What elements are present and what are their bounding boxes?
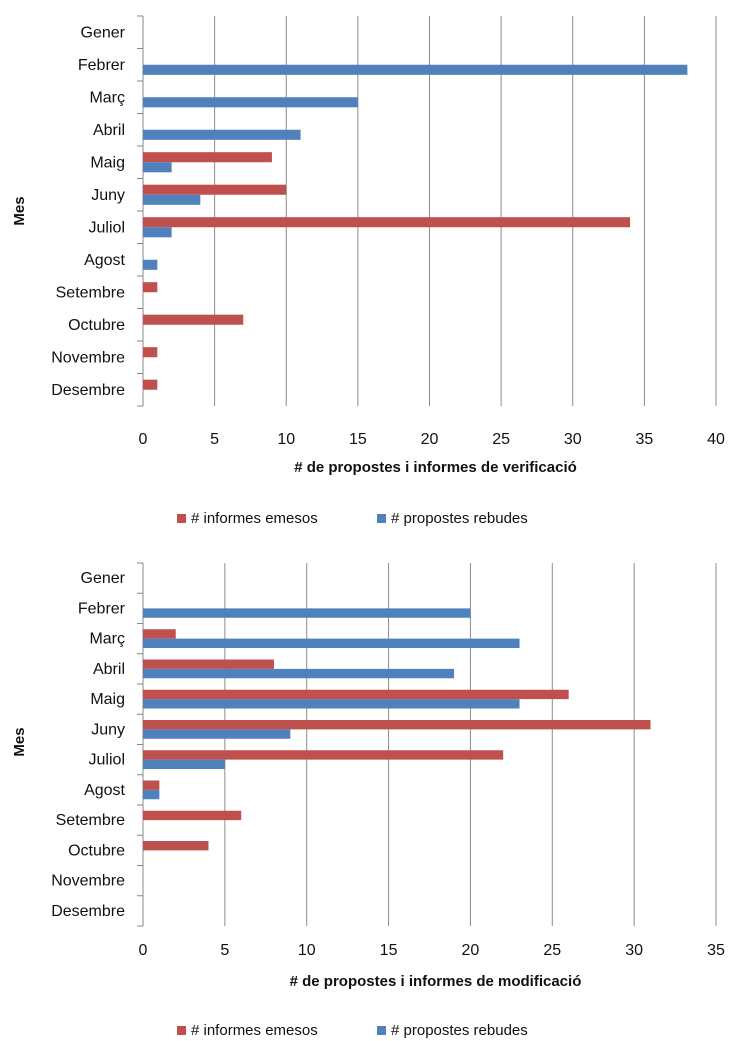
c1-bar-informes-emesos: [143, 152, 272, 163]
c1-x-tick-label: 10: [277, 431, 295, 448]
c1-x-tick-label: 30: [564, 431, 582, 448]
c2-x-tick-label: 25: [543, 942, 561, 959]
c2-legend-swatch: [377, 1026, 386, 1035]
c2-category-label: Setembre: [56, 812, 125, 829]
c1-x-tick-label: 25: [492, 431, 510, 448]
c1-x-tick-label: 5: [210, 431, 219, 448]
c1-bar-informes-emesos: [143, 217, 631, 228]
c1-category-label: Febrer: [78, 57, 126, 74]
c1-bar-propostes-rebudes: [143, 259, 158, 270]
c2-bar-informes-emesos: [143, 750, 504, 760]
c2-category-label: Juny: [91, 721, 125, 738]
c2-legend-swatch: [177, 1026, 186, 1035]
c1-bar-propostes-rebudes: [143, 129, 301, 140]
c2-x-tick-label: 35: [707, 942, 725, 959]
c2-category-label: Juliol: [89, 752, 125, 769]
c2-x-axis-title: # de propostes i informes de modificació: [290, 973, 582, 990]
c1-legend-label: # propostes rebudes: [391, 510, 528, 527]
c2-x-tick-label: 15: [380, 942, 398, 959]
c2-category-label: Novembre: [51, 873, 125, 890]
c1-bar-informes-emesos: [143, 314, 244, 325]
c2-bar-propostes-rebudes: [143, 699, 520, 709]
c2-bar-informes-emesos: [143, 659, 274, 669]
c1-category-label: Agost: [84, 252, 125, 269]
c2-x-tick-label: 5: [220, 942, 229, 959]
c2-x-tick-label: 30: [625, 942, 643, 959]
c1-bar-propostes-rebudes: [143, 64, 688, 75]
c1-bar-informes-emesos: [143, 184, 287, 195]
c1-bar-informes-emesos: [143, 282, 158, 293]
c2-category-label: Octubre: [68, 842, 125, 859]
c1-x-tick-label: 20: [421, 431, 439, 448]
c1-bar-informes-emesos: [143, 347, 158, 358]
c2-bar-informes-emesos: [143, 810, 242, 821]
c2-x-tick-label: 10: [298, 942, 316, 959]
c2-category-label: Febrer: [78, 600, 126, 617]
c1-category-label: Maig: [90, 154, 125, 171]
c2-bar-informes-emesos: [143, 840, 209, 851]
c1-legend-swatch: [377, 514, 386, 523]
c2-bar-propostes-rebudes: [143, 789, 160, 800]
c2-legend-label: # informes emesos: [191, 1022, 318, 1039]
c1-category-label: Octubre: [68, 317, 125, 334]
c2-bar-propostes-rebudes: [143, 638, 520, 649]
c2-category-label: Març: [89, 631, 125, 648]
c1-x-tick-label: 15: [349, 431, 367, 448]
c2-bar-informes-emesos: [143, 689, 569, 700]
c1-category-label: Novembre: [51, 349, 125, 366]
c1-bar-propostes-rebudes: [143, 227, 172, 238]
c2-bar-propostes-rebudes: [143, 668, 455, 679]
c2-category-label: Gener: [81, 570, 126, 587]
c1-x-tick-label: 40: [707, 431, 725, 448]
c2-bar-informes-emesos: [143, 719, 651, 730]
c1-bar-propostes-rebudes: [143, 97, 358, 108]
c1-category-label: Juny: [91, 187, 125, 204]
c1-legend-label: # informes emesos: [191, 510, 318, 527]
c1-x-tick-label: 35: [635, 431, 653, 448]
c2-bar-propostes-rebudes: [143, 759, 225, 770]
c1-category-label: Desembre: [51, 382, 125, 399]
c2-bar-propostes-rebudes: [143, 608, 471, 618]
c2-legend-label: # propostes rebudes: [391, 1022, 528, 1039]
c2-bar-informes-emesos: [143, 629, 176, 639]
c2-bar-propostes-rebudes: [143, 729, 291, 739]
c1-bar-propostes-rebudes: [143, 162, 172, 173]
c1-legend-swatch: [177, 514, 186, 523]
c1-category-label: Gener: [81, 24, 126, 41]
c1-x-axis-title: # de propostes i informes de verificació: [294, 459, 577, 476]
verification-chart: 0 5 10 15 20 25 30 35 40 Gener Febrer Març Abril Maig…: [11, 15, 725, 527]
c2-category-label: Agost: [84, 782, 125, 799]
c1-x-tick-label: 0: [139, 431, 148, 448]
c2-category-label: Abril: [93, 661, 125, 678]
c2-bar-informes-emesos: [143, 780, 160, 790]
c2-x-tick-label: 0: [139, 942, 148, 959]
c1-bar-propostes-rebudes: [143, 194, 201, 205]
c1-category-label: Juliol: [89, 219, 125, 236]
c2-category-label: Maig: [90, 691, 125, 708]
c2-x-tick-label: 20: [462, 942, 480, 959]
c1-category-label: Setembre: [56, 284, 125, 301]
c1-category-label: Març: [89, 89, 125, 106]
c2-category-label: Desembre: [51, 903, 125, 920]
c1-y-axis-title: Mes: [11, 196, 28, 225]
c1-category-label: Abril: [93, 122, 125, 139]
c2-y-axis-title: Mes: [11, 727, 28, 756]
c1-bar-informes-emesos: [143, 379, 158, 390]
modification-chart: 0 5 10 15 20 25 30 35 Gener Febrer Març Abril Maig Ju…: [11, 562, 725, 1039]
